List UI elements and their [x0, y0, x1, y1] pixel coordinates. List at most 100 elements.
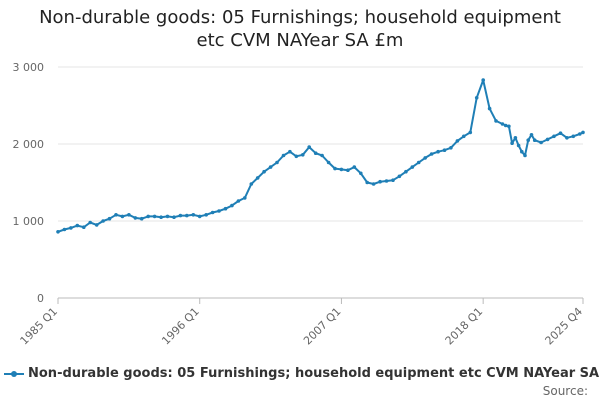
data-point[interactable]	[268, 165, 273, 169]
data-point[interactable]	[210, 210, 215, 215]
data-point[interactable]	[481, 78, 486, 82]
data-point[interactable]	[378, 179, 382, 184]
data-point[interactable]	[494, 119, 498, 123]
data-point[interactable]	[301, 153, 305, 157]
data-point[interactable]	[281, 153, 286, 158]
data-point[interactable]	[223, 206, 228, 211]
data-point[interactable]	[500, 122, 505, 126]
data-point[interactable]	[552, 134, 556, 139]
data-point[interactable]	[333, 166, 337, 171]
data-point[interactable]	[146, 214, 150, 219]
legend-label: Non-durable goods: 05 Furnishings; house…	[28, 366, 600, 381]
x-tick-label: 1996 Q1	[159, 305, 202, 348]
y-axis-tick-labels: 0 1 000 2 000 3 000	[13, 61, 45, 305]
data-point[interactable]	[449, 146, 453, 150]
data-point[interactable]	[243, 196, 247, 200]
data-point[interactable]	[423, 156, 428, 160]
data-point[interactable]	[262, 169, 266, 174]
data-point[interactable]	[436, 149, 440, 154]
data-point[interactable]	[275, 160, 279, 165]
data-point[interactable]	[178, 213, 183, 218]
data-point[interactable]	[114, 213, 118, 217]
data-point[interactable]	[384, 179, 389, 183]
data-point[interactable]	[346, 168, 350, 172]
y-gridlines	[58, 66, 583, 299]
data-point[interactable]	[510, 141, 514, 145]
data-point[interactable]	[320, 153, 324, 158]
legend-line-marker-icon	[4, 368, 24, 380]
data-point[interactable]	[139, 216, 144, 221]
data-point[interactable]	[359, 171, 363, 176]
data-point[interactable]	[539, 140, 543, 145]
data-point[interactable]	[120, 214, 125, 219]
data-point[interactable]	[503, 123, 508, 128]
data-point[interactable]	[578, 132, 582, 136]
data-point[interactable]	[75, 223, 80, 228]
data-point[interactable]	[545, 137, 550, 142]
data-point[interactable]	[94, 223, 99, 227]
data-point[interactable]	[326, 160, 331, 165]
data-point[interactable]	[429, 152, 434, 156]
data-point[interactable]	[249, 182, 254, 186]
data-point[interactable]	[558, 131, 563, 135]
data-point[interactable]	[127, 213, 131, 217]
data-point[interactable]	[523, 153, 527, 158]
data-point[interactable]	[410, 165, 415, 169]
data-point[interactable]	[255, 176, 260, 180]
data-point[interactable]	[455, 139, 460, 143]
data-point[interactable]	[565, 136, 569, 140]
data-point[interactable]	[516, 143, 521, 148]
data-point[interactable]	[526, 138, 530, 142]
data-point[interactable]	[204, 213, 208, 217]
x-tick-label: 1985 Q1	[18, 305, 61, 348]
data-point[interactable]	[82, 225, 86, 229]
data-point[interactable]	[313, 151, 318, 155]
x-tick-label: 2025 Q4	[543, 305, 586, 348]
data-point[interactable]	[507, 124, 511, 129]
data-point[interactable]	[529, 133, 534, 137]
data-point[interactable]	[159, 215, 163, 219]
data-point[interactable]	[365, 180, 370, 185]
data-point[interactable]	[197, 214, 202, 219]
data-point[interactable]	[462, 134, 466, 139]
data-point[interactable]	[391, 178, 395, 182]
data-point[interactable]	[532, 138, 537, 142]
data-point[interactable]	[172, 215, 176, 219]
data-point[interactable]	[397, 174, 402, 179]
data-point[interactable]	[101, 219, 105, 223]
data-point[interactable]	[152, 214, 157, 219]
data-point[interactable]	[307, 145, 312, 149]
data-point[interactable]	[404, 169, 408, 174]
data-point[interactable]	[416, 160, 421, 165]
data-point[interactable]	[217, 209, 221, 213]
data-point[interactable]	[513, 136, 518, 140]
data-point[interactable]	[69, 226, 73, 230]
data-point[interactable]	[165, 214, 170, 219]
data-point[interactable]	[288, 149, 292, 154]
data-point[interactable]	[520, 149, 524, 154]
data-point[interactable]	[88, 220, 92, 225]
chart-title: Non-durable goods: 05 Furnishings; house…	[0, 6, 600, 52]
data-point[interactable]	[442, 148, 447, 152]
data-point[interactable]	[230, 203, 234, 208]
data-point[interactable]	[487, 106, 492, 111]
data-point[interactable]	[468, 130, 473, 135]
data-point[interactable]	[56, 230, 60, 234]
data-point[interactable]	[133, 216, 138, 220]
data-point[interactable]	[474, 96, 479, 100]
data-point[interactable]	[236, 199, 241, 203]
data-point[interactable]	[191, 213, 196, 217]
data-point[interactable]	[107, 216, 112, 221]
data-point[interactable]	[62, 227, 67, 232]
series-line-group	[56, 78, 585, 234]
data-point[interactable]	[294, 154, 299, 159]
data-point[interactable]	[581, 130, 585, 135]
chart-title-line-2: etc CVM NAYear SA £m	[196, 30, 404, 51]
data-point[interactable]	[352, 165, 357, 169]
data-point[interactable]	[371, 182, 376, 186]
data-point[interactable]	[339, 167, 344, 172]
legend-item[interactable]: Non-durable goods: 05 Furnishings; house…	[4, 366, 600, 381]
data-point[interactable]	[571, 134, 576, 139]
data-point[interactable]	[185, 213, 189, 218]
y-tick-label: 1 000	[13, 215, 45, 228]
